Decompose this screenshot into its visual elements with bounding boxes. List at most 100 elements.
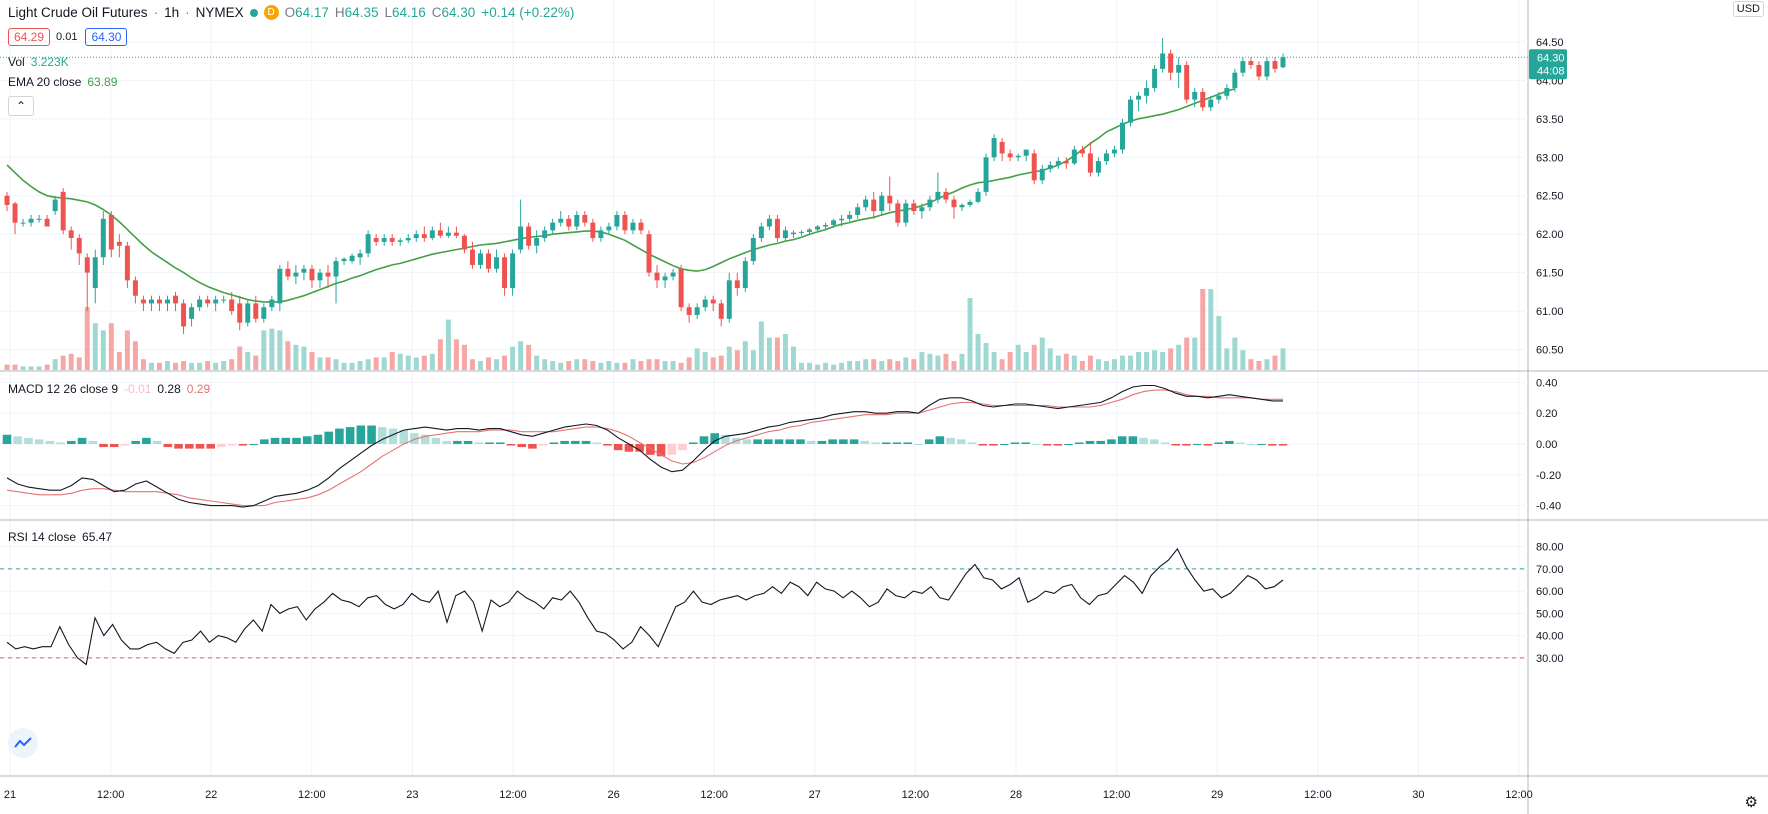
volume-bar bbox=[510, 346, 516, 370]
candle bbox=[1047, 161, 1053, 173]
macd-histogram-bar bbox=[24, 437, 33, 444]
macd-hist-value: -0.01 bbox=[124, 382, 152, 396]
candle bbox=[935, 172, 941, 204]
candle bbox=[1095, 157, 1101, 177]
interval-label[interactable]: 1h bbox=[164, 5, 180, 20]
macd-histogram-bar bbox=[517, 444, 526, 448]
ask-box[interactable]: 64.30 bbox=[85, 28, 128, 46]
volume-bar bbox=[357, 361, 363, 370]
candle bbox=[381, 234, 387, 246]
dividends-badge[interactable]: D bbox=[263, 5, 279, 20]
volume-bar bbox=[1120, 355, 1125, 370]
macd-histogram-bar bbox=[1160, 442, 1170, 444]
volume-bar bbox=[638, 361, 644, 370]
macd-histogram-bar bbox=[292, 437, 301, 444]
candle-body bbox=[782, 230, 788, 239]
volume-bar bbox=[1023, 352, 1029, 370]
macd-histogram-bar bbox=[1128, 436, 1138, 444]
tradingview-logo-icon[interactable] bbox=[8, 728, 38, 758]
candle-body bbox=[486, 253, 491, 269]
volume-bar bbox=[1248, 359, 1254, 370]
volume-bar bbox=[1160, 352, 1166, 370]
volume-bar bbox=[790, 346, 796, 370]
candle-body bbox=[333, 261, 339, 277]
candle-body bbox=[116, 241, 122, 246]
macd-histogram-bar bbox=[474, 442, 484, 444]
rsi-label: RSI 14 close bbox=[8, 530, 77, 544]
candle bbox=[510, 249, 516, 296]
macd-histogram-bar bbox=[1096, 440, 1106, 444]
macd-histogram-bar bbox=[270, 437, 280, 444]
candle-body bbox=[1063, 161, 1069, 164]
volume-bar bbox=[301, 346, 307, 370]
time-axis-label: 12:00 bbox=[298, 789, 326, 801]
macd-histogram-bar bbox=[206, 444, 216, 449]
candle-body bbox=[847, 214, 853, 219]
candle-body bbox=[237, 303, 243, 323]
ema-value: 63.89 bbox=[87, 75, 118, 89]
candle bbox=[229, 291, 235, 315]
time-axis-label: 21 bbox=[4, 789, 16, 801]
volume-bar bbox=[1039, 337, 1045, 370]
candle-body bbox=[20, 222, 26, 224]
volume-bar bbox=[1087, 355, 1093, 370]
candle-body bbox=[670, 272, 676, 277]
candle bbox=[1160, 38, 1166, 73]
candle-body bbox=[911, 203, 917, 212]
volume-bar bbox=[662, 361, 668, 370]
candle-body bbox=[68, 230, 74, 239]
candle-body bbox=[590, 222, 596, 239]
candle-body bbox=[1023, 149, 1029, 156]
bid-box[interactable]: 64.29 bbox=[8, 28, 51, 46]
ema-legend[interactable]: EMA 20 close 63.89 bbox=[8, 75, 123, 89]
candle bbox=[630, 218, 636, 235]
rsi-legend[interactable]: RSI 14 close 65.47 bbox=[8, 530, 118, 544]
macd-legend[interactable]: MACD 12 26 close 9 -0.01 0.28 0.29 bbox=[8, 382, 216, 396]
candle bbox=[1272, 57, 1278, 73]
last-price-tag bbox=[1529, 49, 1567, 80]
candle bbox=[52, 195, 58, 215]
candle bbox=[662, 272, 668, 289]
candle bbox=[606, 222, 612, 235]
candle bbox=[1023, 149, 1029, 162]
candle-body bbox=[1136, 95, 1142, 100]
volume-bar bbox=[445, 319, 451, 370]
candle-body bbox=[566, 218, 572, 227]
gear-icon[interactable]: ⚙ bbox=[1744, 794, 1758, 811]
volume-legend[interactable]: Vol 3.223K bbox=[8, 55, 75, 69]
candle-body bbox=[405, 238, 411, 241]
macd-histogram-bar bbox=[1203, 444, 1213, 446]
time-axis-label: 30 bbox=[1412, 789, 1424, 801]
candle bbox=[1208, 95, 1214, 112]
candle-body bbox=[197, 299, 203, 308]
candle-body bbox=[1103, 153, 1109, 162]
macd-histogram-bar bbox=[1117, 436, 1127, 444]
symbol-name[interactable]: Light Crude Oil Futures bbox=[8, 5, 148, 20]
candle-body bbox=[662, 276, 668, 281]
macd-histogram-bar bbox=[1182, 444, 1191, 446]
candle-body bbox=[790, 232, 796, 235]
macd-histogram-bar bbox=[1139, 437, 1148, 444]
rsi-tick-label: 80.00 bbox=[1536, 542, 1564, 554]
candle-body bbox=[389, 238, 395, 242]
macd-histogram-bar bbox=[378, 427, 387, 444]
macd-histogram-bar bbox=[45, 440, 55, 444]
candle-body bbox=[1031, 153, 1037, 181]
macd-histogram-bar bbox=[1150, 439, 1159, 444]
candle-body bbox=[943, 191, 949, 200]
candle bbox=[1079, 145, 1085, 158]
collapse-legend-button[interactable]: ⌃ bbox=[8, 96, 34, 116]
volume-bar bbox=[1079, 361, 1085, 370]
candle-body bbox=[84, 257, 90, 273]
macd-histogram-bar bbox=[656, 444, 666, 457]
volume-bar bbox=[373, 357, 379, 370]
volume-bar bbox=[365, 359, 371, 370]
currency-button[interactable]: USD bbox=[1732, 1, 1764, 17]
macd-histogram-bar bbox=[249, 444, 258, 445]
macd-histogram-bar bbox=[367, 425, 376, 444]
candle-body bbox=[951, 199, 957, 208]
candle-body bbox=[421, 234, 427, 239]
macd-histogram-bar bbox=[978, 444, 988, 446]
macd-histogram-bar bbox=[806, 440, 816, 444]
